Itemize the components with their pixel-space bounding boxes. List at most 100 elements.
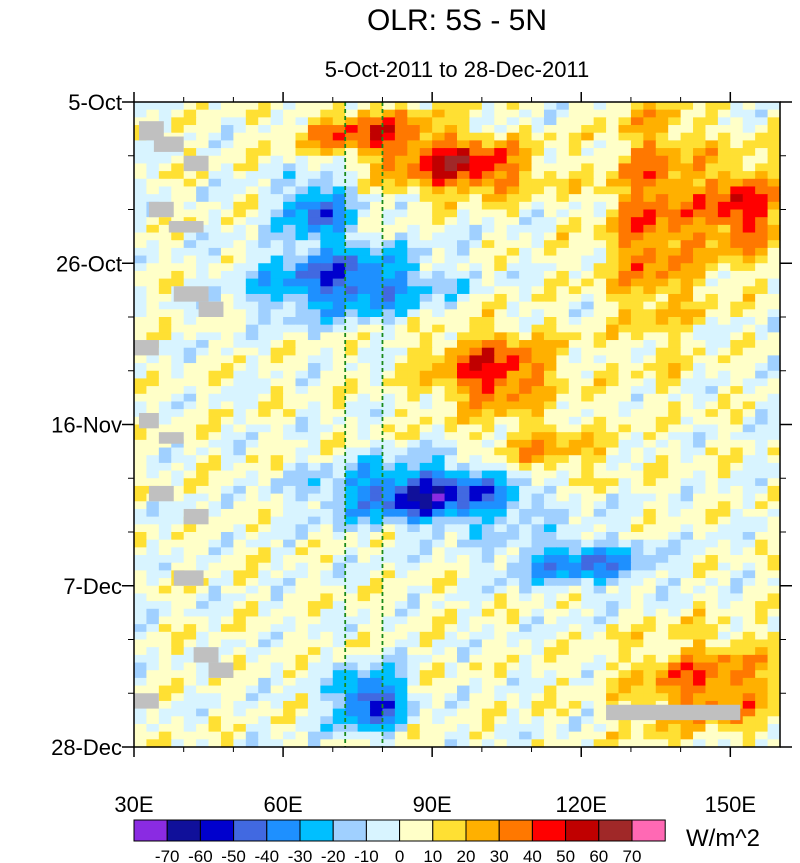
field-cell [220,654,234,664]
field-cell [295,723,309,733]
field-cell [767,593,781,602]
field-cell [320,278,334,287]
field-cell [382,501,396,510]
field-cell [705,363,719,372]
field-cell [494,624,508,633]
field-cell [258,532,272,541]
field-cell [717,485,731,495]
field-cell [767,555,781,564]
field-cell [717,240,731,249]
field-cell [593,677,607,687]
field-cell [506,224,520,234]
field-cell [370,631,384,641]
field-cell [693,631,707,641]
field-cell [233,317,247,326]
field-cell [419,708,433,717]
field-cell [345,355,359,364]
field-cell [345,125,359,134]
field-cell [183,593,197,602]
field-cell [556,539,570,548]
field-cell [568,508,582,518]
field-cell [270,447,284,456]
field-cell [742,485,756,495]
field-cell [717,555,731,564]
field-cell [543,662,557,671]
field-cell [307,670,321,679]
field-cell [693,263,707,272]
colorbar-label: -30 [288,847,313,863]
field-cell [593,601,607,610]
field-cell [307,700,321,710]
field-cell [307,731,321,740]
field-cell [668,201,682,211]
field-cell [717,125,731,134]
field-cell [134,401,148,410]
field-cell [457,493,471,502]
field-cell [680,539,694,548]
field-cell [767,662,781,671]
field-cell [568,301,582,310]
field-cell [668,501,682,510]
field-cell [767,347,781,356]
field-cell [717,117,731,126]
field-cell [457,601,471,610]
field-cell [606,270,620,280]
field-cell [680,332,694,341]
field-cell [668,386,682,395]
field-cell [717,616,731,625]
field-cell [469,109,483,118]
field-cell [556,155,570,165]
field-cell [630,478,644,487]
field-cell [196,363,210,372]
field-cell [382,532,396,541]
field-cell [531,186,545,195]
field-cell [370,508,384,518]
field-cell [233,555,247,564]
field-cell [693,532,707,541]
field-cell [345,647,359,656]
field-cell [643,286,657,295]
field-cell [767,470,781,479]
field-cell [183,416,197,426]
field-cell [643,485,657,495]
field-cell [283,117,297,126]
field-cell [208,493,222,502]
field-cell [543,562,557,571]
field-cell [233,393,247,403]
field-cell [233,455,247,464]
field-cell [668,532,682,541]
field-cell [245,317,259,326]
field-cell [419,424,433,433]
field-cell [208,439,222,449]
field-cell [307,447,321,456]
field-cell [755,624,769,633]
field-cell [370,478,384,487]
field-cell [134,247,148,257]
field-cell [171,240,185,249]
field-cell [134,301,148,310]
field-cell [568,363,582,372]
field-cell [233,278,247,287]
field-cell [220,432,234,441]
missing-data-block [134,340,159,356]
field-cell [457,301,471,310]
field-cell [183,102,197,111]
field-cell [531,163,545,172]
field-cell [220,317,234,326]
field-cell [208,585,222,595]
field-cell [307,217,321,226]
field-cell [357,317,371,326]
field-cell [332,409,346,418]
field-cell [270,539,284,548]
field-cell [643,340,657,349]
field-cell [755,347,769,356]
field-cell [469,332,483,341]
field-cell [506,462,520,472]
field-cell [432,217,446,226]
field-cell [742,532,756,541]
field-cell [146,478,160,487]
field-cell [158,739,172,748]
field-cell [134,547,148,556]
field-cell [357,524,371,533]
field-cell [643,186,657,195]
